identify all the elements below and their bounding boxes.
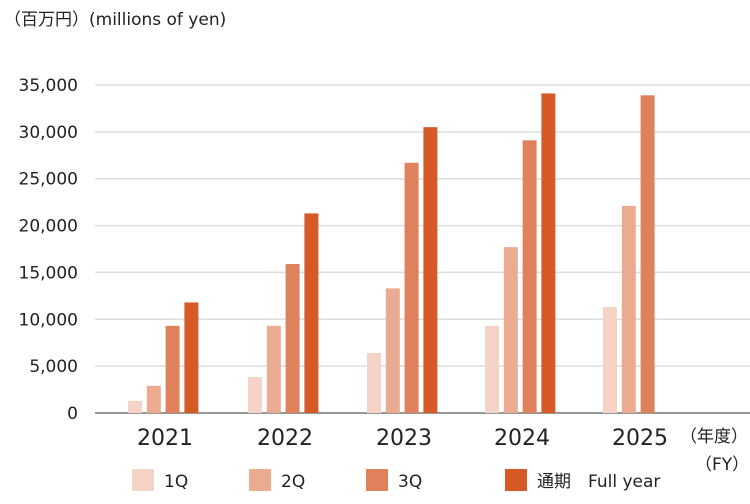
legend-label: 1Q bbox=[164, 472, 188, 492]
legend-swatch bbox=[132, 469, 154, 491]
bar-2023-1Q bbox=[367, 353, 381, 413]
bar-2021-2Q bbox=[146, 385, 161, 413]
x-tick-label: 2021 bbox=[137, 426, 193, 451]
bar-2022-2Q bbox=[266, 325, 281, 413]
bar-2025-1Q bbox=[603, 307, 617, 413]
bar-2024-2Q bbox=[503, 247, 518, 413]
y-tick-label: 5,000 bbox=[29, 357, 78, 377]
y-tick-label: 30,000 bbox=[19, 123, 78, 143]
bar-2024-3Q bbox=[522, 140, 537, 413]
x-tick-label: 2022 bbox=[257, 426, 313, 451]
bar-2021-通期 bbox=[184, 302, 199, 413]
y-tick-label: 10,000 bbox=[19, 310, 78, 330]
bar-2022-1Q bbox=[248, 376, 262, 413]
bar-2021-3Q bbox=[165, 325, 180, 413]
y-tick-label: 25,000 bbox=[19, 170, 78, 190]
y-tick-label: 20,000 bbox=[19, 217, 78, 237]
bar-2022-3Q bbox=[285, 263, 300, 413]
unit-label: （百万円）(millions of yen) bbox=[4, 10, 226, 30]
legend-label: 通期 Full year bbox=[537, 472, 660, 492]
bar-2023-通期 bbox=[423, 127, 438, 414]
bar-2024-1Q bbox=[485, 325, 499, 413]
x-tick-label: 2024 bbox=[494, 426, 550, 451]
x-axis-label-en: （FY） bbox=[695, 455, 749, 475]
x-axis-label-ja: （年度） bbox=[680, 427, 748, 447]
x-tick-label: 2023 bbox=[376, 426, 432, 451]
legend-label: 3Q bbox=[398, 472, 422, 492]
bar-2023-2Q bbox=[385, 288, 400, 413]
bar-2025-3Q bbox=[640, 95, 655, 414]
x-tick-label: 2025 bbox=[612, 426, 668, 451]
bar-2021-1Q bbox=[128, 400, 142, 413]
legend-swatch bbox=[366, 469, 388, 491]
y-tick-label: 15,000 bbox=[19, 263, 78, 283]
bar-2025-2Q bbox=[621, 205, 636, 413]
legend-label: 2Q bbox=[281, 472, 305, 492]
bar-2024-通期 bbox=[541, 93, 556, 413]
y-tick-label: 0 bbox=[67, 404, 78, 424]
legend-swatch bbox=[249, 469, 271, 491]
y-tick-label: 35,000 bbox=[19, 76, 78, 96]
bar-2022-通期 bbox=[304, 213, 319, 413]
legend-swatch bbox=[505, 469, 527, 491]
bar-2023-3Q bbox=[404, 162, 419, 413]
